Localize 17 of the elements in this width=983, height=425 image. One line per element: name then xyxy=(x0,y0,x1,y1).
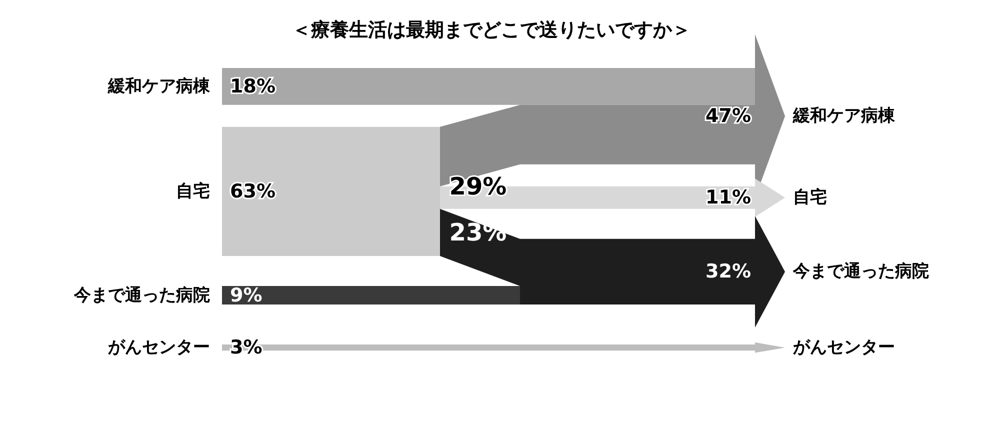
data-label: 18% xyxy=(230,75,276,98)
data-label: 11% xyxy=(706,186,751,209)
data-label: 47% xyxy=(706,105,751,128)
category-label: 今まで通った病院 xyxy=(73,285,210,306)
text: ＜療養生活は最期までどこで送りたいですか＞ xyxy=(292,19,691,41)
category-label: 緩和ケア病棟 xyxy=(793,106,895,126)
category-label: 自宅 xyxy=(176,181,210,202)
category-label: がんセンター xyxy=(793,338,895,358)
data-label: 63% xyxy=(230,180,276,202)
category-label: がんセンター xyxy=(107,338,210,358)
category-label: 今まで通った病院 xyxy=(793,262,929,282)
data-label: 32% xyxy=(706,260,751,283)
category-label: 自宅 xyxy=(793,188,827,208)
text: 29% xyxy=(449,172,507,200)
category-label: 緩和ケア病棟 xyxy=(107,76,211,96)
data-label: 3% xyxy=(230,336,262,359)
data-label: 9% xyxy=(230,284,262,306)
